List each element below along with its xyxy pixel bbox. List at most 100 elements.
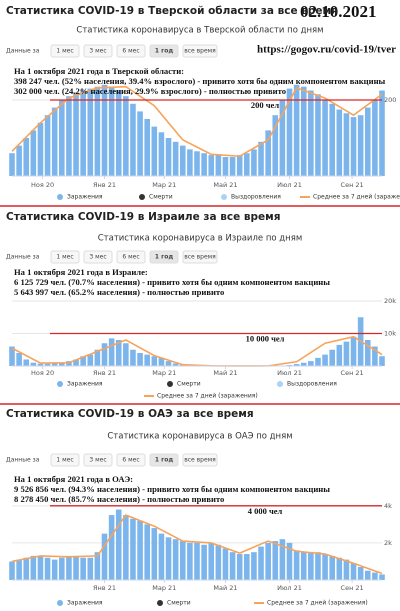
range-button-label[interactable]: 1 мес — [56, 48, 73, 55]
bar — [244, 554, 250, 580]
bar — [73, 555, 79, 580]
x-tick-label: Мар 21 — [152, 369, 176, 377]
bar — [336, 109, 343, 176]
bar — [272, 115, 279, 176]
legend-label[interactable]: Выздоровления — [231, 194, 281, 201]
bar — [222, 548, 229, 580]
range-button-label: Данные за — [6, 457, 40, 464]
bar — [258, 141, 264, 176]
bar — [208, 542, 215, 580]
x-tick-label: Сен 21 — [341, 369, 364, 377]
legend-label[interactable]: Выздоровления — [287, 381, 337, 388]
legend-label[interactable]: Среднее за 7 дней (заражения) — [157, 393, 258, 400]
bar — [322, 354, 328, 366]
legend-marker — [277, 381, 283, 387]
bar — [251, 149, 257, 176]
range-button[interactable] — [149, 44, 179, 58]
bar — [115, 90, 122, 176]
x-tick-label: Ноя 20 — [31, 369, 54, 377]
x-tick-label: Ноя 20 — [31, 181, 54, 189]
bar — [165, 138, 172, 176]
range-button[interactable] — [182, 453, 218, 467]
x-tick-label: Май 21 — [213, 584, 237, 592]
legend-marker — [57, 381, 63, 387]
bar — [37, 122, 44, 176]
bar — [59, 363, 65, 366]
bar — [165, 361, 172, 366]
bar — [251, 552, 257, 580]
range-button-label[interactable]: 6 мес — [122, 48, 139, 55]
range-button[interactable] — [149, 453, 179, 467]
bar — [137, 111, 143, 176]
bar — [201, 153, 207, 176]
range-button-label[interactable]: 1 год — [155, 254, 174, 261]
bar — [187, 149, 193, 176]
bar — [300, 362, 307, 366]
range-button[interactable] — [116, 44, 146, 58]
bar — [44, 115, 51, 176]
bar — [293, 84, 300, 176]
bar — [87, 557, 94, 580]
range-button[interactable] — [50, 453, 80, 467]
reference-label: 200 чел — [251, 100, 279, 110]
bar — [272, 541, 279, 580]
range-button[interactable] — [83, 44, 113, 58]
range-button[interactable] — [50, 44, 80, 58]
range-button-label[interactable]: все время — [184, 457, 216, 464]
range-button-label[interactable]: все время — [184, 254, 216, 261]
bar — [101, 84, 108, 176]
range-button-label[interactable]: 1 мес — [56, 457, 73, 464]
range-button-label[interactable]: все время — [184, 48, 216, 55]
legend-label[interactable]: Заражения — [67, 381, 103, 388]
range-button-label[interactable]: 6 мес — [122, 254, 139, 261]
bar — [130, 349, 136, 366]
range-button-label[interactable]: 6 мес — [122, 457, 139, 464]
bar — [51, 559, 58, 580]
legend-marker — [167, 381, 173, 387]
annotation: 5 643 997 чел. (65.2% населения) - полно… — [14, 287, 224, 297]
legend-label[interactable]: Заражения — [67, 194, 103, 201]
range-button[interactable] — [50, 250, 80, 264]
bar — [372, 346, 378, 366]
x-tick-label: Мар 21 — [152, 584, 176, 592]
bar — [16, 145, 22, 176]
bar — [158, 533, 165, 580]
bar — [244, 153, 250, 176]
bar — [286, 542, 293, 580]
bar — [357, 567, 364, 580]
bar — [23, 359, 30, 366]
bar — [179, 541, 186, 580]
range-button-label[interactable]: 1 год — [155, 457, 174, 464]
bar — [9, 153, 15, 176]
legend-label[interactable]: Смерти — [149, 194, 173, 201]
bar — [336, 557, 343, 580]
range-button[interactable] — [116, 453, 146, 467]
range-button[interactable] — [182, 44, 218, 58]
range-button-label[interactable]: 3 мес — [89, 48, 106, 55]
bar — [87, 354, 94, 366]
range-button[interactable] — [182, 250, 218, 264]
x-tick-label: Янв 21 — [93, 584, 116, 592]
chart-subtitle: Статистика коронавируса в ОАЭ по дням — [107, 432, 292, 442]
legend-label[interactable]: Заражения — [67, 600, 103, 607]
y-tick-label: 200 — [384, 96, 396, 104]
bar — [279, 100, 286, 176]
range-button[interactable] — [83, 453, 113, 467]
legend-label[interactable]: Среднее за 7 дней (заражения) — [267, 600, 368, 607]
legend-label[interactable]: Смерти — [167, 600, 191, 607]
range-button-label[interactable]: 1 год — [155, 48, 174, 55]
range-button-label[interactable]: 1 мес — [56, 254, 73, 261]
bar — [73, 92, 79, 176]
bar — [315, 357, 321, 366]
range-button[interactable] — [116, 250, 146, 264]
range-button[interactable] — [149, 250, 179, 264]
range-button-label[interactable]: 3 мес — [89, 457, 106, 464]
range-button[interactable] — [83, 250, 113, 264]
legend-label[interactable]: Смерти — [177, 381, 201, 388]
bar — [108, 86, 115, 176]
annotation: На 1 октября 2021 года в Тверской област… — [14, 66, 184, 76]
legend-label[interactable]: Среднее за 7 дней (заражения) — [313, 194, 400, 201]
range-button-label[interactable]: 3 мес — [89, 254, 106, 261]
bar — [165, 537, 172, 580]
bar — [364, 107, 371, 176]
